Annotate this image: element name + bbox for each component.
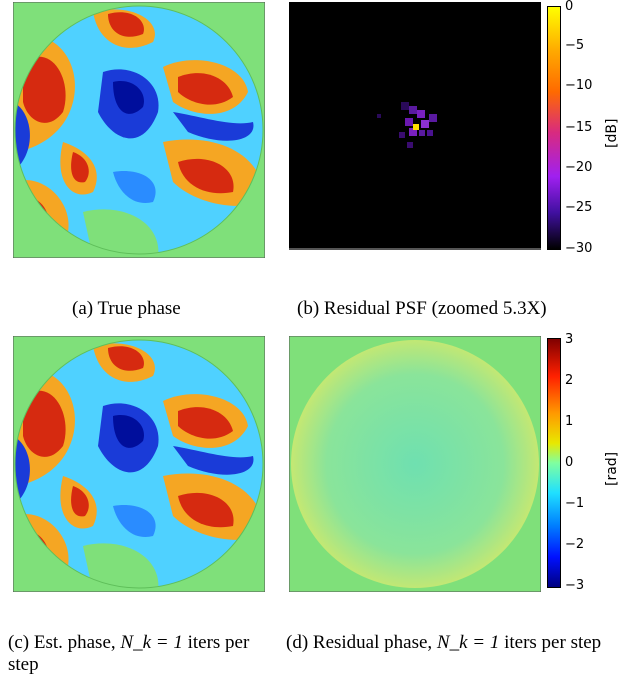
psf-tick-1: −5 xyxy=(565,38,585,53)
estimated-phase-image xyxy=(12,335,266,593)
phase-tick-6: −3 xyxy=(565,578,585,593)
caption-c-prefix: (c) Est. phase, xyxy=(8,632,116,653)
caption-c-math: N_k = 1 xyxy=(120,632,183,653)
phase-colorbar-label: [rad] xyxy=(604,451,620,486)
caption-d-math: N_k = 1 xyxy=(436,632,500,653)
caption-a: (a) True phase xyxy=(72,298,181,319)
psf-tick-2: −10 xyxy=(565,78,593,93)
psf-tick-4: −20 xyxy=(565,160,593,175)
psf-tick-0: 0 xyxy=(565,0,574,14)
caption-c: (c) Est. phase, N_k = 1 iters per step xyxy=(8,632,283,676)
residual-phase-image xyxy=(288,335,542,593)
phase-tick-1: 2 xyxy=(565,373,574,388)
psf-tick-6: −30 xyxy=(565,241,593,256)
caption-b: (b) Residual PSF (zoomed 5.3X) xyxy=(297,298,547,319)
caption-d-prefix: (d) Residual phase, xyxy=(286,632,433,653)
psf-colorbar xyxy=(547,6,561,250)
phase-tick-0: 3 xyxy=(565,332,574,347)
residual-psf-image xyxy=(289,2,541,250)
caption-d-suffix: iters per step xyxy=(504,632,602,653)
caption-d: (d) Residual phase, N_k = 1 iters per st… xyxy=(286,632,626,654)
phase-tick-2: 1 xyxy=(565,414,574,429)
psf-tick-5: −25 xyxy=(565,200,593,215)
psf-tick-3: −15 xyxy=(565,120,593,135)
true-phase-image xyxy=(12,1,266,259)
caption-c-suffix: iters per step xyxy=(8,632,250,675)
phase-tick-3: 0 xyxy=(565,455,574,470)
psf-colorbar-label: [dB] xyxy=(604,118,620,148)
phase-colorbar xyxy=(547,338,561,588)
phase-tick-5: −2 xyxy=(565,537,585,552)
phase-tick-4: −1 xyxy=(565,496,585,511)
